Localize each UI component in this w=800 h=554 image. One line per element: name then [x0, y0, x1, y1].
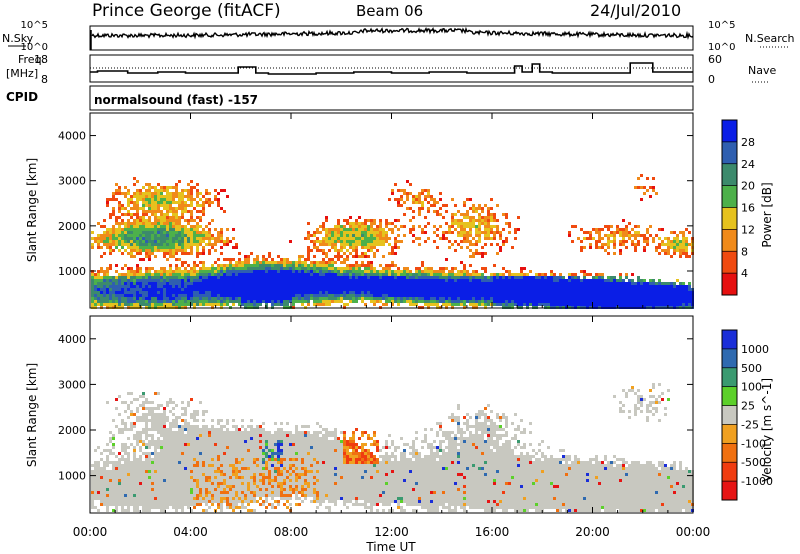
colorbar-tick: 100 — [741, 381, 762, 394]
nave-tick-top: 60 — [708, 53, 722, 66]
nsearch-tick-bottom: 10^0 — [708, 42, 735, 53]
nsky-label: N.Sky — [2, 32, 34, 45]
nsky-panel-frame — [89, 25, 694, 51]
freq-trace — [90, 62, 693, 75]
colorbar-tick: -100 — [741, 437, 766, 450]
colorbar-tick: 25 — [741, 400, 755, 413]
date-title: 24/Jul/2010 — [590, 1, 681, 20]
cpid-label: CPID — [6, 90, 38, 104]
colorbar-tick: 24 — [741, 158, 755, 171]
colorbar-tick: 12 — [741, 223, 755, 236]
freq-label: Freq. — [18, 53, 45, 66]
ytick-label: 2000 — [58, 424, 86, 437]
ytick-label: 4000 — [58, 130, 86, 143]
beam-title: Beam 06 — [356, 2, 423, 20]
power-colorbar-label: Power [dB] — [760, 182, 774, 247]
xtick-label: 12:00 — [374, 525, 409, 539]
station-title: Prince George (fitACF) — [92, 1, 281, 21]
nsky-trace — [90, 26, 694, 50]
xtick-label: 04:00 — [173, 525, 208, 539]
velocity-heatmap — [91, 383, 694, 512]
colorbar-tick: 20 — [741, 180, 755, 193]
ytick-label: 4000 — [58, 333, 86, 346]
xlabel: Time UT — [365, 540, 416, 554]
power-heatmap — [91, 174, 694, 309]
nsearch-label: N.Search — [745, 32, 795, 45]
colorbar-tick: 500 — [741, 362, 762, 375]
ytick-label: 1000 — [58, 470, 86, 483]
ytick-label: 3000 — [58, 378, 86, 391]
freq-tick-top: 18 — [34, 53, 48, 66]
velocity-colorbar: 1000 500 100 25 -25 -100 -500 -1000 — [721, 329, 773, 501]
colorbar-tick: -1000 — [741, 475, 773, 488]
xtick-label: 16:00 — [475, 525, 510, 539]
nsky-tick-top: 10^5 — [21, 20, 48, 31]
freq-unit-label: [MHz] — [6, 67, 38, 80]
nsky-tick-bottom: 10^0 — [21, 42, 48, 53]
colorbar-tick: 8 — [741, 245, 748, 258]
ytick-label: 1000 — [58, 265, 86, 278]
xtick-label: 08:00 — [274, 525, 309, 539]
velocity-ylabel: Slant Range [km] — [25, 363, 39, 467]
xtick-label: 00:00 — [73, 525, 108, 539]
colorbar-tick: 1000 — [741, 343, 769, 356]
ytick-label: 3000 — [58, 175, 86, 188]
ytick-label: 2000 — [58, 220, 86, 233]
colorbar-tick: 28 — [741, 136, 755, 149]
freq-tick-bottom: 8 — [41, 73, 48, 86]
colorbar-tick: 16 — [741, 202, 755, 215]
cpid-text: normalsound (fast) -157 — [94, 93, 258, 107]
colorbar-tick: 4 — [741, 267, 748, 280]
power-colorbar: 28 24 20 16 12 8 4 — [721, 119, 755, 296]
nave-label: Nave — [748, 64, 776, 77]
velocity-colorbar-label: Velocity [m s^-1] — [760, 378, 774, 482]
nave-tick-bottom: 0 — [708, 73, 715, 86]
xtick-label: 20:00 — [575, 525, 610, 539]
cpid-panel-frame — [89, 85, 694, 111]
colorbar-tick: -500 — [741, 456, 766, 469]
power-ylabel: Slant Range [km] — [25, 158, 39, 262]
colorbar-tick: -25 — [741, 418, 759, 431]
xtick-label: 00:00 — [676, 525, 711, 539]
nsearch-tick-top: 10^5 — [708, 20, 735, 31]
